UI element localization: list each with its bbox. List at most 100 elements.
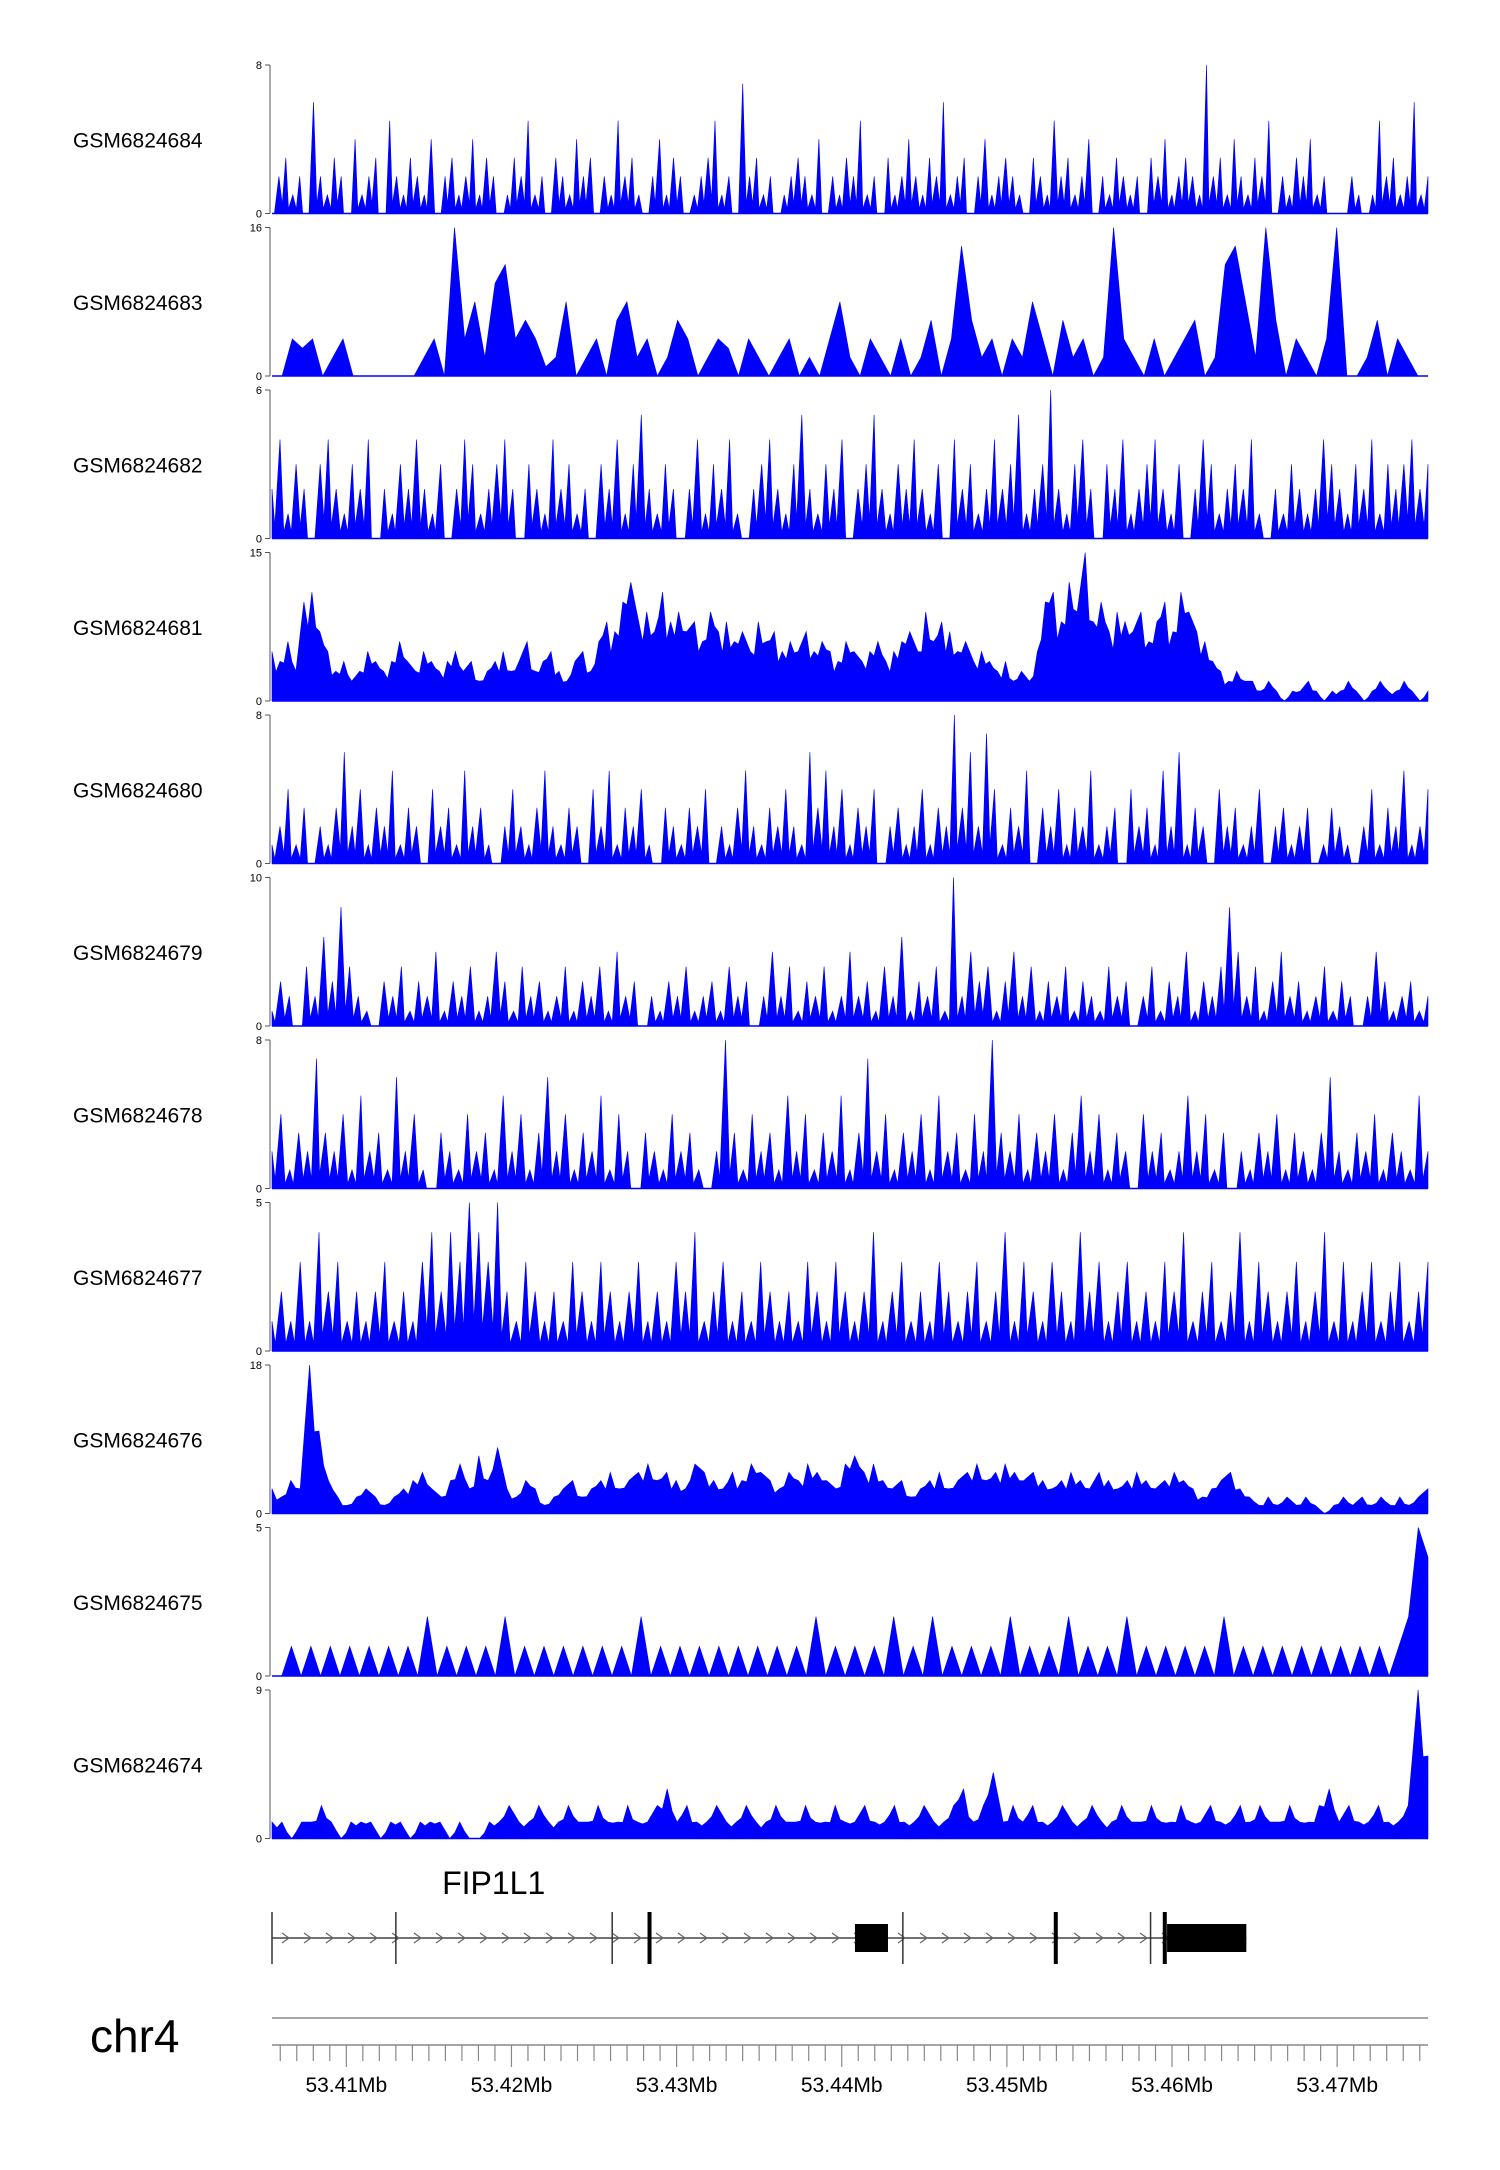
y-min-label: 0 (256, 371, 262, 383)
strand-chevron (787, 1932, 797, 1944)
coverage-area (272, 1527, 1429, 1677)
strand-chevron (1139, 1932, 1149, 1944)
strand-chevron (809, 1932, 819, 1944)
axis-tick-label: 53.44Mb (801, 2074, 883, 2097)
y-max-label: 16 (250, 223, 262, 235)
coverage-area (271, 1364, 1429, 1514)
track-name: GSM6824675 (73, 1592, 203, 1615)
axis-tick-label: 53.46Mb (1131, 2074, 1213, 2097)
track-name: GSM6824682 (73, 454, 203, 477)
strand-chevron (677, 1932, 687, 1944)
gene-exon (1053, 1912, 1058, 1964)
strand-chevron (985, 1932, 995, 1944)
gene-annotation-track: FIP1L1 (271, 1865, 1247, 1964)
gene-exon (1167, 1924, 1247, 1952)
strand-chevron (589, 1932, 599, 1944)
y-min-label: 0 (256, 1834, 262, 1846)
y-max-label: 5 (256, 1523, 262, 1535)
axis-tick-label: 53.41Mb (305, 2074, 387, 2097)
y-min-label: 0 (256, 1509, 262, 1521)
coverage-area (271, 1202, 1429, 1352)
coverage-area (271, 714, 1429, 864)
strand-chevron (435, 1932, 445, 1944)
coverage-area (272, 64, 1429, 214)
coverage-track: GSM6824683 16 0 (73, 223, 1428, 383)
coverage-area (272, 227, 1428, 378)
chromosome-label: chr4 (90, 2010, 179, 2062)
y-min-label: 0 (256, 859, 262, 871)
coverage-area (271, 1039, 1429, 1189)
strand-chevron (1007, 1932, 1017, 1944)
track-name: GSM6824677 (73, 1267, 203, 1290)
strand-chevron (501, 1932, 511, 1944)
track-name: GSM6824678 (73, 1104, 203, 1127)
coverage-track: GSM6824678 8 0 (73, 1035, 1429, 1196)
y-max-label: 10 (250, 873, 262, 885)
strand-chevron (721, 1932, 731, 1944)
coverage-track: GSM6824680 8 0 (73, 710, 1429, 871)
strand-chevron (919, 1932, 929, 1944)
coverage-track: GSM6824675 5 0 (73, 1523, 1429, 1683)
coverage-area (271, 552, 1429, 702)
strand-chevron (479, 1932, 489, 1944)
y-min-label: 0 (256, 696, 262, 708)
track-name: GSM6824683 (73, 292, 203, 315)
coverage-track: GSM6824674 9 0 (73, 1685, 1429, 1846)
strand-chevron (413, 1932, 423, 1944)
coverage-tracks: GSM682468480GSM6824683160GSM682468260GSM… (73, 60, 1429, 1846)
y-max-label: 18 (250, 1360, 262, 1372)
axis-tick-label: 53.43Mb (636, 2074, 718, 2097)
strand-chevron (941, 1932, 951, 1944)
axis-tick-label: 53.45Mb (966, 2074, 1048, 2097)
strand-chevron (281, 1932, 291, 1944)
strand-chevron (963, 1932, 973, 1944)
genome-axis-track: chr4 53.41Mb 53.42Mb 53.43Mb 53.44Mb 53.45Mb… (90, 2010, 1428, 2097)
gene-label: FIP1L1 (442, 1865, 545, 1901)
y-min-label: 0 (256, 1346, 262, 1358)
strand-chevron (765, 1932, 775, 1944)
strand-chevron (611, 1932, 621, 1944)
strand-chevron (831, 1932, 841, 1944)
y-min-label: 0 (256, 1184, 262, 1196)
y-max-label: 8 (256, 710, 262, 722)
y-max-label: 8 (256, 1035, 262, 1047)
strand-chevron (391, 1932, 401, 1944)
y-max-label: 15 (250, 548, 262, 560)
coverage-track: GSM6824676 18 0 (73, 1360, 1429, 1521)
coverage-track: GSM6824684 8 0 (73, 60, 1429, 221)
track-name: GSM6824684 (73, 129, 203, 152)
strand-chevron (545, 1932, 555, 1944)
coverage-track: GSM6824681 15 0 (73, 548, 1429, 708)
track-name: GSM6824679 (73, 942, 203, 965)
axis-tick-label: 53.47Mb (1296, 2074, 1378, 2097)
y-max-label: 6 (256, 385, 262, 397)
track-name: GSM6824674 (73, 1754, 203, 1777)
gene-exon (1162, 1912, 1167, 1964)
y-max-label: 5 (256, 1198, 262, 1210)
strand-chevron (457, 1932, 467, 1944)
strand-chevron (633, 1932, 643, 1944)
y-max-label: 9 (256, 1685, 262, 1697)
coverage-track: GSM6824677 5 0 (73, 1198, 1429, 1358)
gene-exon (647, 1912, 652, 1964)
strand-chevron (1029, 1932, 1039, 1944)
strand-chevron (325, 1932, 335, 1944)
track-name: GSM6824676 (73, 1429, 203, 1452)
track-name: GSM6824680 (73, 779, 203, 802)
strand-chevron (303, 1932, 313, 1944)
coverage-track: GSM6824682 6 0 (73, 385, 1429, 546)
y-min-label: 0 (256, 534, 262, 546)
y-max-label: 8 (256, 60, 262, 72)
strand-chevron (699, 1932, 709, 1944)
gene-exon (854, 1924, 888, 1952)
strand-chevron (369, 1932, 379, 1944)
coverage-track: GSM6824679 10 0 (73, 873, 1429, 1033)
strand-chevron (897, 1932, 907, 1944)
strand-chevron (655, 1932, 665, 1944)
track-name: GSM6824681 (73, 617, 203, 640)
coverage-area (271, 389, 1429, 539)
axis-tick-label: 53.42Mb (471, 2074, 553, 2097)
coverage-area (271, 877, 1429, 1027)
strand-chevron (523, 1932, 533, 1944)
